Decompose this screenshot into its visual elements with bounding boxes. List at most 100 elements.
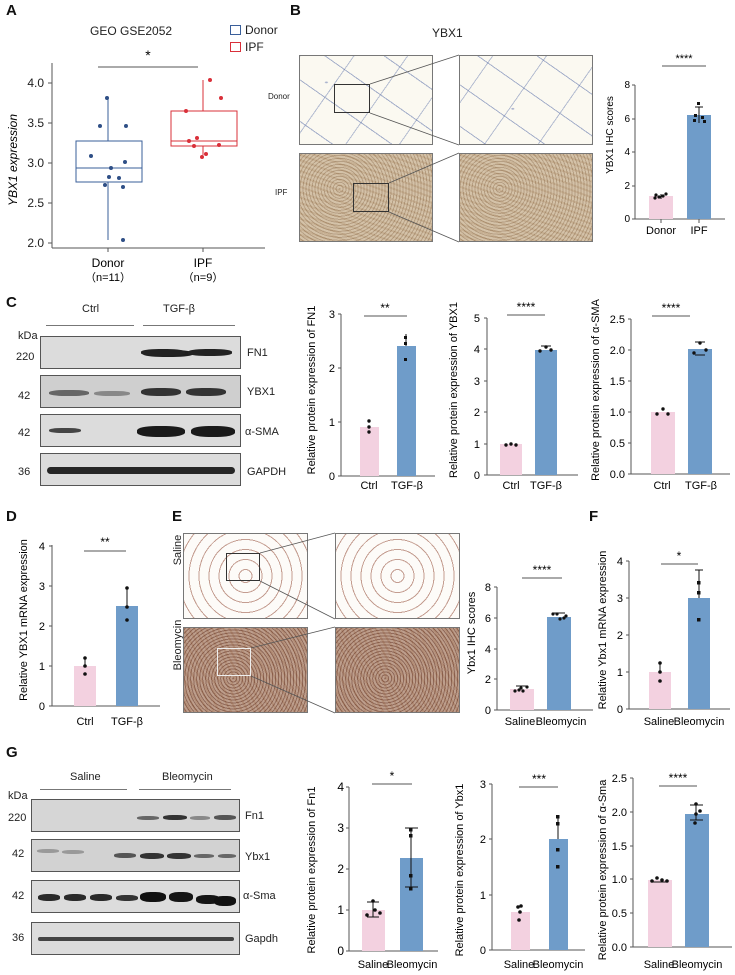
svg-text:2.5: 2.5 (27, 196, 44, 210)
svg-text:1: 1 (480, 890, 486, 902)
svg-text:Saline: Saline (644, 959, 675, 971)
svg-text:*: * (145, 47, 151, 63)
svg-text:0: 0 (617, 704, 623, 716)
svg-text:Relative YBX1 mRNA expression: Relative YBX1 mRNA expression (18, 539, 30, 701)
svg-text:2: 2 (329, 363, 335, 375)
svg-text:1: 1 (337, 903, 344, 917)
svg-text:Relative protein expression of: Relative protein expression of Fn1 (306, 787, 318, 954)
svg-text:8: 8 (485, 582, 491, 594)
legend-ipf-label: IPF (245, 40, 264, 54)
svg-text:0.0: 0.0 (610, 469, 625, 481)
svg-text:Bleomycin: Bleomycin (533, 959, 584, 971)
row-label-ipf: IPF (275, 188, 288, 197)
saline-zoom-region (226, 553, 260, 581)
svg-text:*: * (390, 769, 395, 783)
blot-fn1 (40, 336, 241, 369)
kda-36: 36 (18, 466, 31, 478)
panel-a-boxplot: 2.0 2.5 3.0 3.5 4.0 YBX1 expression Dono… (6, 47, 265, 284)
svg-text:1.0: 1.0 (610, 407, 625, 419)
blot-fn1-g (31, 799, 240, 832)
bleomycin-ihc-overview-image (183, 627, 308, 713)
svg-text:Ctrl: Ctrl (360, 480, 377, 490)
svg-text:1.5: 1.5 (610, 376, 625, 388)
kda-220: 220 (16, 351, 35, 363)
ipf-swatch-icon (230, 42, 241, 52)
svg-text:1: 1 (617, 667, 623, 679)
svg-text:TGF-β: TGF-β (391, 480, 423, 490)
blot-ybx1-g (31, 839, 240, 872)
svg-text:Relative protein expression of: Relative protein expression of Ybx1 (454, 784, 466, 957)
panel-g-ybx1-chart: Relative protein expression of Ybx1 0 1 2 3… (454, 772, 585, 971)
svg-text:6: 6 (624, 114, 630, 125)
panel-label-a: A (6, 2, 17, 19)
protein-asma: α-SMA (245, 426, 279, 438)
kda-36-g: 36 (12, 932, 25, 944)
panel-e-connector-lines (250, 532, 336, 714)
row-label-donor: Donor (268, 92, 290, 101)
panel-label-d: D (6, 508, 17, 525)
svg-text:Saline: Saline (505, 716, 536, 728)
saline-ihc-zoom-image (335, 533, 460, 619)
protein-ybx1-g: Ybx1 (245, 851, 271, 863)
svg-text:0: 0 (337, 944, 344, 958)
svg-text:2: 2 (485, 674, 491, 686)
panel-b-bar-chart: YBX1 IHC scores 0 2 4 6 8 Donor IPF **** (605, 53, 725, 237)
svg-text:TGF-β: TGF-β (685, 480, 717, 490)
svg-text:Relative protein expression o: Relative protein expression of FN1 (306, 306, 318, 475)
svg-text:0: 0 (485, 705, 491, 717)
group-bar-ctrl (46, 325, 134, 326)
svg-text:****: **** (662, 301, 681, 315)
svg-text:2: 2 (480, 834, 486, 846)
svg-text:Relative Ybx1 mRNA expression: Relative Ybx1 mRNA expression (597, 551, 609, 710)
panel-label-e: E (172, 508, 183, 525)
svg-text:0: 0 (480, 945, 486, 957)
svg-text:Donor: Donor (92, 256, 125, 270)
svg-text:**: ** (100, 535, 110, 549)
protein-fn1-g: Fn1 (245, 810, 264, 822)
svg-text:0: 0 (39, 701, 45, 713)
svg-text:IPF: IPF (690, 225, 707, 237)
svg-text:2: 2 (624, 181, 630, 192)
panel-f-chart: Relative Ybx1 mRNA expression 0 1 2 3 4 * Sa… (597, 549, 730, 728)
svg-text:2.5: 2.5 (610, 314, 625, 326)
panel-c-asma-chart: Relative protein expression of α-SMA 0.0… (590, 298, 730, 490)
svg-text:Bleomycin: Bleomycin (672, 959, 723, 971)
svg-text:Saline: Saline (504, 959, 535, 971)
panel-label-b: B (290, 2, 301, 19)
panel-b-connector-lines (369, 54, 460, 243)
kda-label-g: kDa (8, 790, 28, 802)
svg-text:3: 3 (39, 581, 45, 593)
svg-text:Donor: Donor (646, 225, 676, 237)
svg-text:***: *** (532, 772, 546, 786)
svg-text:Ctrl: Ctrl (502, 480, 519, 490)
svg-text:（n=9）: （n=9） (183, 271, 224, 284)
svg-text:4: 4 (337, 780, 344, 794)
svg-text:2: 2 (39, 621, 45, 633)
svg-text:1.5: 1.5 (612, 841, 627, 853)
svg-text:YBX1 IHC scores: YBX1 IHC scores (605, 96, 616, 174)
kda-42-asma-g: 42 (12, 890, 25, 902)
kda-42-ybx1: 42 (18, 390, 31, 402)
donor-ihc-zoom-image (459, 55, 593, 145)
panel-g-fn1-chart: Relative protein expression of Fn1 0 1 2 3 4… (306, 769, 438, 971)
svg-text:0.0: 0.0 (612, 942, 627, 954)
group-bar-saline (40, 789, 127, 790)
panel-d-chart: Relative YBX1 mRNA expression 0 1 2 3 4 ** C… (18, 535, 160, 728)
svg-text:3: 3 (480, 779, 486, 791)
svg-text:3: 3 (337, 821, 344, 835)
kda-42-asma: 42 (18, 427, 31, 439)
protein-gapdh-g: Gapdh (245, 933, 279, 945)
svg-text:2: 2 (337, 862, 344, 876)
blot-gapdh-g (31, 922, 240, 955)
panel-e-bar-chart: Ybx1 IHC scores 0 2 4 6 8 **** Saline Bleomyc… (466, 563, 593, 728)
donor-ihc-overview-image (299, 55, 433, 145)
panel-c-fn1-chart: Relative protein expression of FN1 0123 … (306, 301, 435, 490)
svg-text:Relative protein expression of: Relative protein expression of α-Sma (597, 779, 609, 960)
svg-text:****: **** (675, 53, 693, 65)
panel-b-title: YBX1 (432, 26, 463, 40)
donor-zoom-region (334, 84, 370, 113)
svg-text:5: 5 (474, 313, 480, 325)
svg-text:IPF: IPF (194, 256, 213, 270)
svg-text:1: 1 (474, 439, 480, 451)
blot-ybx1 (40, 375, 241, 408)
